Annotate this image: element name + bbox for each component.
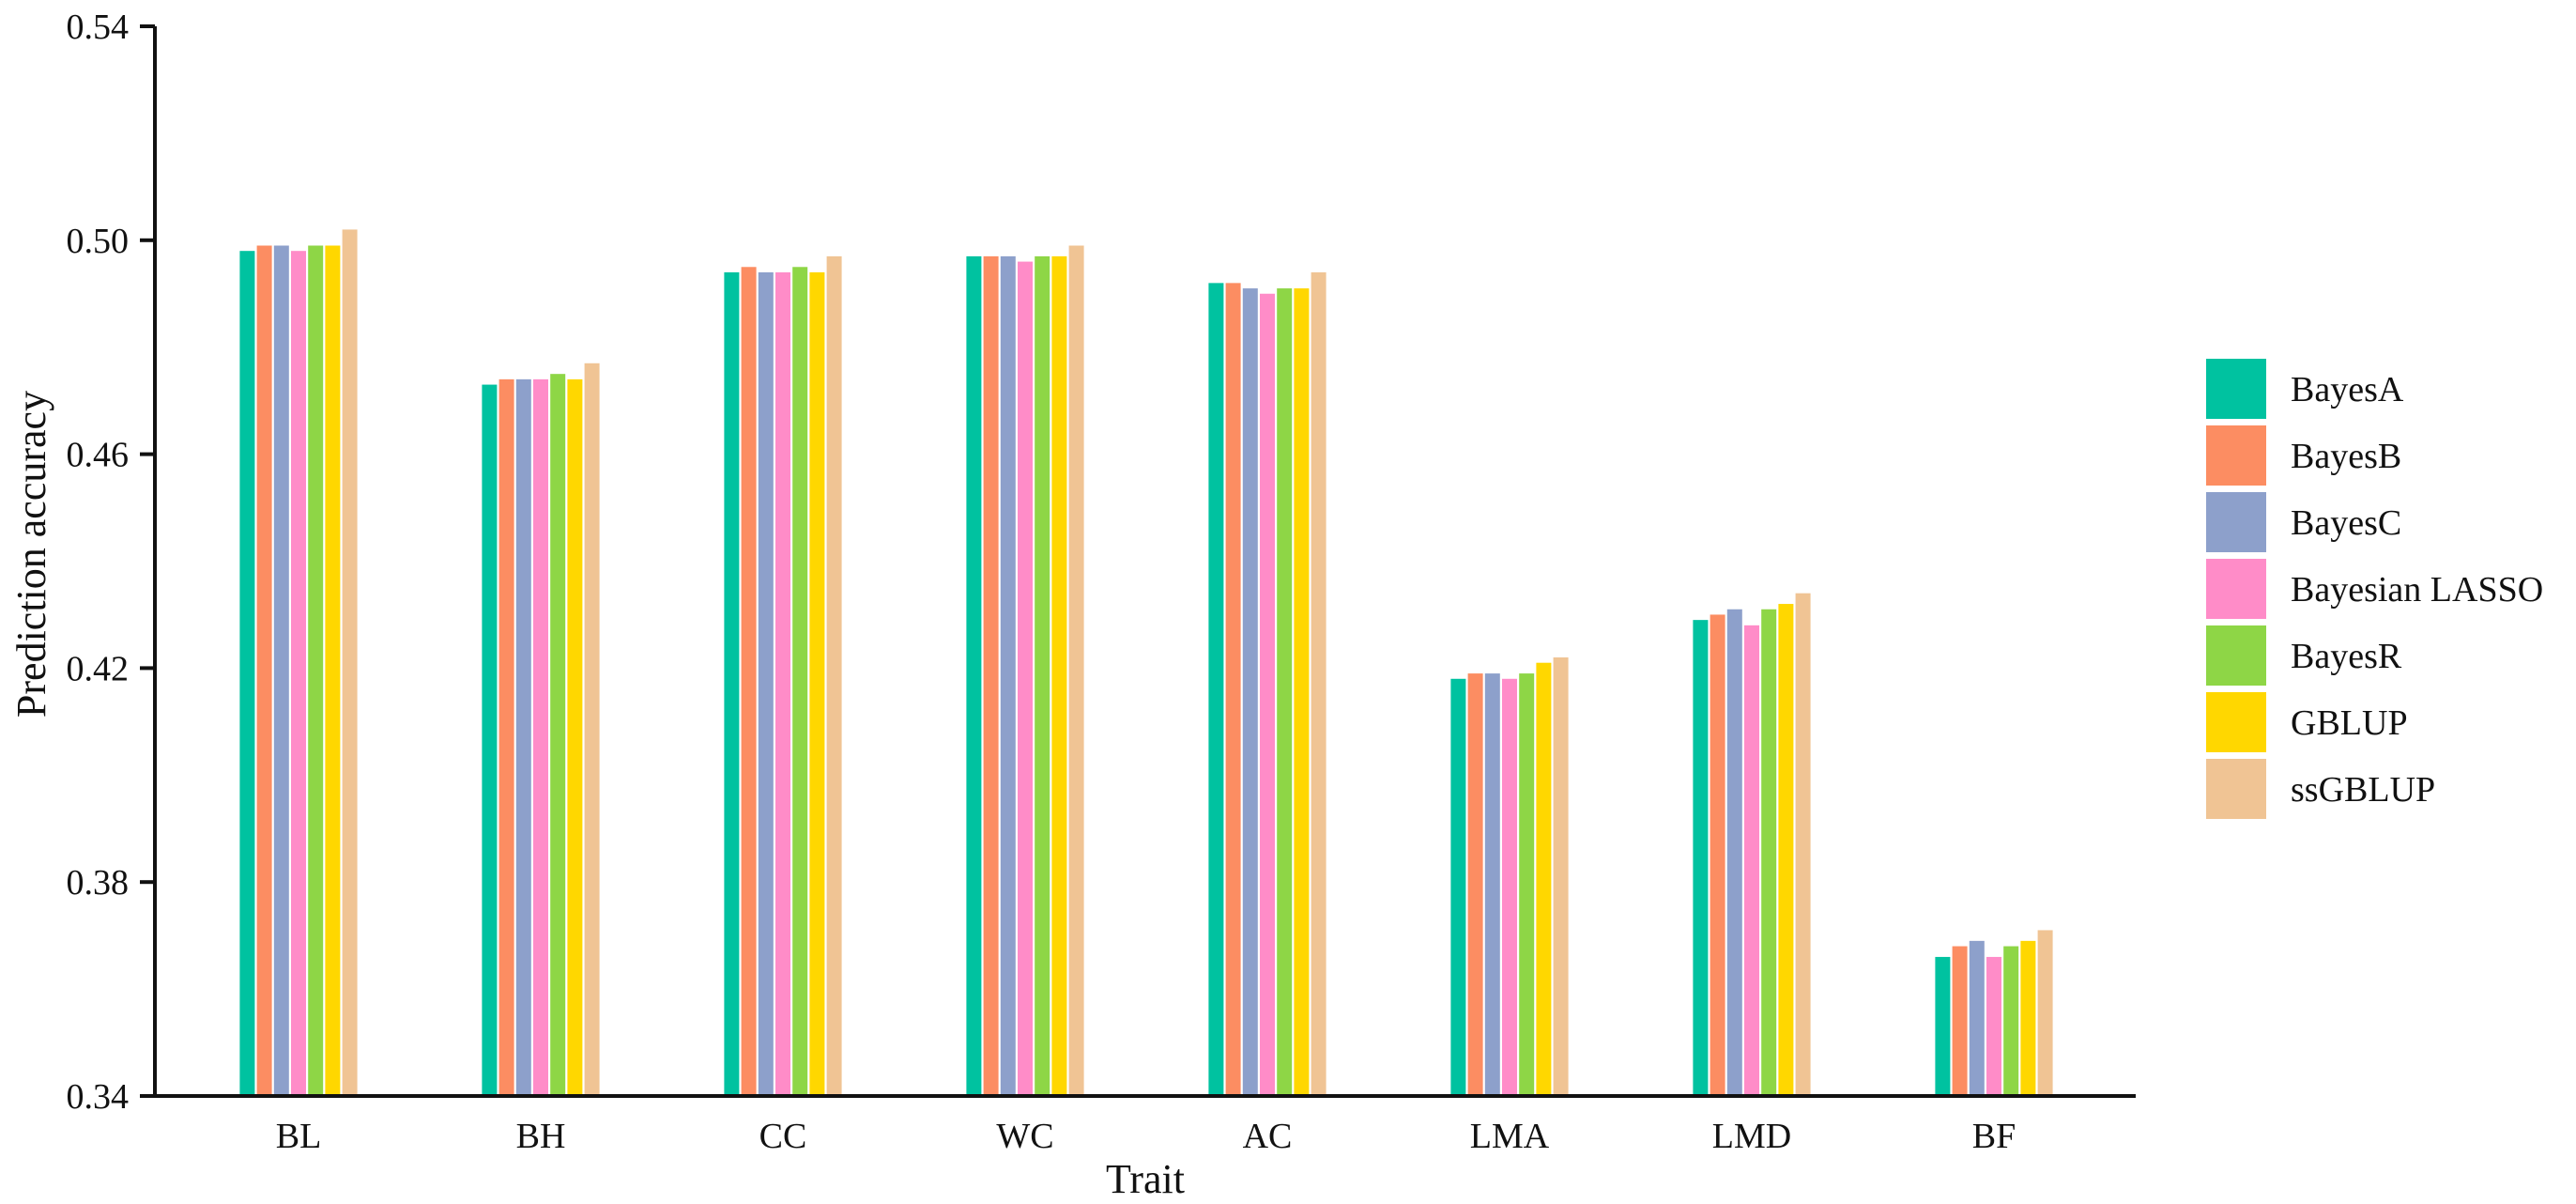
x-tick-label: BL: [276, 1117, 322, 1156]
bar-bayesian-lasso-bh: [533, 378, 548, 1096]
bar-bayesb-bh: [498, 378, 514, 1096]
bar-bayesian-lasso-bf: [1986, 956, 2001, 1096]
bar-bayesc-wc: [1000, 255, 1016, 1096]
bar-bayesb-bf: [1952, 946, 1968, 1096]
bar-bayesb-bl: [256, 245, 272, 1096]
bar-gblup-bh: [567, 378, 583, 1096]
bar-bayesian-lasso-lma: [1502, 678, 1517, 1096]
bar-bayesa-wc: [966, 255, 982, 1096]
bar-bayesa-bl: [239, 251, 255, 1096]
x-tick-label: CC: [759, 1117, 807, 1156]
bar-ssgblup-lmd: [1795, 593, 1811, 1096]
legend-label: BayesB: [2291, 437, 2401, 476]
bar-bayesa-lma: [1450, 678, 1466, 1096]
legend: BayesA BayesB BayesC Bayesian LASSO BayesR GB…: [2206, 359, 2543, 819]
legend-label: BayesR: [2291, 637, 2402, 676]
bar-bayesc-bl: [273, 245, 289, 1096]
bar-ssgblup-ac: [1311, 271, 1326, 1097]
bar-gblup-lmd: [1778, 604, 1794, 1096]
y-axis-title: Prediction accuracy: [8, 391, 54, 718]
bar-bayesian-lasso-bl: [291, 251, 306, 1096]
x-axis-ticks: BL BH CC WC AC LMA LMD BF: [276, 1117, 2016, 1156]
legend-label: BayesC: [2291, 503, 2401, 543]
legend-swatch: [2206, 625, 2266, 686]
legend-swatch: [2206, 692, 2266, 752]
bar-gblup-bl: [325, 245, 341, 1096]
bar-bayesr-cc: [792, 267, 808, 1096]
bar-ssgblup-lma: [1553, 657, 1569, 1096]
bar-bayesr-lmd: [1761, 609, 1777, 1096]
legend-swatch: [2206, 359, 2266, 419]
bar-bayesa-cc: [724, 271, 740, 1097]
bar-ssgblup-bf: [2037, 930, 2053, 1096]
bar-bayesc-ac: [1242, 288, 1258, 1096]
bar-bayesb-cc: [741, 267, 757, 1096]
legend-label: GBLUP: [2291, 703, 2408, 743]
bar-bayesc-lma: [1484, 673, 1500, 1096]
bar-bayesr-bh: [550, 374, 566, 1096]
bar-gblup-wc: [1051, 255, 1067, 1096]
bar-bayesa-bf: [1935, 956, 1951, 1096]
bar-bayesa-bh: [482, 384, 498, 1096]
bar-bayesc-bf: [1969, 940, 1985, 1096]
x-tick-label: BH: [516, 1117, 566, 1156]
legend-swatch: [2206, 425, 2266, 486]
y-tick-label: 0.38: [67, 863, 130, 903]
legend-swatch: [2206, 559, 2266, 619]
bar-bayesc-cc: [758, 271, 774, 1097]
bar-bayesr-wc: [1035, 255, 1050, 1096]
y-tick-label: 0.34: [67, 1077, 130, 1117]
legend-label: Bayesian LASSO: [2291, 570, 2543, 610]
y-tick-label: 0.42: [67, 649, 130, 688]
bar-bayesr-bf: [2003, 946, 2019, 1096]
bar-bayesa-lmd: [1693, 620, 1709, 1096]
bar-bayesb-wc: [983, 255, 999, 1096]
bar-bayesc-lmd: [1726, 609, 1742, 1096]
bar-bayesa-ac: [1208, 283, 1224, 1096]
x-tick-label: LMA: [1470, 1117, 1550, 1156]
bar-ssgblup-wc: [1068, 245, 1084, 1096]
bar-bayesian-lasso-ac: [1260, 293, 1275, 1096]
y-tick-label: 0.54: [67, 8, 130, 47]
bar-bayesian-lasso-cc: [775, 271, 790, 1097]
bar-gblup-cc: [809, 271, 825, 1097]
bar-bayesb-ac: [1225, 283, 1241, 1096]
bar-ssgblup-bl: [342, 229, 358, 1096]
legend-swatch: [2206, 492, 2266, 552]
bar-bayesr-ac: [1277, 288, 1293, 1096]
legend-label: BayesA: [2291, 370, 2404, 409]
bars-group: [239, 229, 2053, 1097]
x-axis-title: Trait: [1106, 1156, 1185, 1202]
x-tick-label: AC: [1243, 1117, 1293, 1156]
bar-bayesb-lmd: [1710, 614, 1725, 1096]
bar-gblup-ac: [1294, 288, 1310, 1096]
bar-bayesc-bh: [515, 378, 531, 1096]
legend-label: ssGBLUP: [2291, 770, 2435, 810]
bar-ssgblup-bh: [584, 363, 600, 1096]
bar-bayesr-lma: [1519, 673, 1535, 1096]
bar-gblup-bf: [2020, 940, 2036, 1096]
x-tick-label: WC: [996, 1117, 1053, 1156]
bar-bayesian-lasso-wc: [1018, 261, 1033, 1097]
legend-swatch: [2206, 759, 2266, 819]
y-tick-label: 0.50: [67, 222, 130, 261]
bar-ssgblup-cc: [826, 255, 842, 1096]
y-axis-ticks: 0.34 0.38 0.42 0.46 0.50 0.54: [67, 8, 155, 1117]
bar-bayesian-lasso-lmd: [1744, 625, 1759, 1096]
y-tick-label: 0.46: [67, 436, 130, 475]
x-tick-label: BF: [1972, 1117, 2016, 1156]
bar-bayesr-bl: [308, 245, 324, 1096]
x-tick-label: LMD: [1712, 1117, 1791, 1156]
bar-bayesb-lma: [1467, 673, 1483, 1096]
bar-gblup-lma: [1536, 662, 1552, 1096]
